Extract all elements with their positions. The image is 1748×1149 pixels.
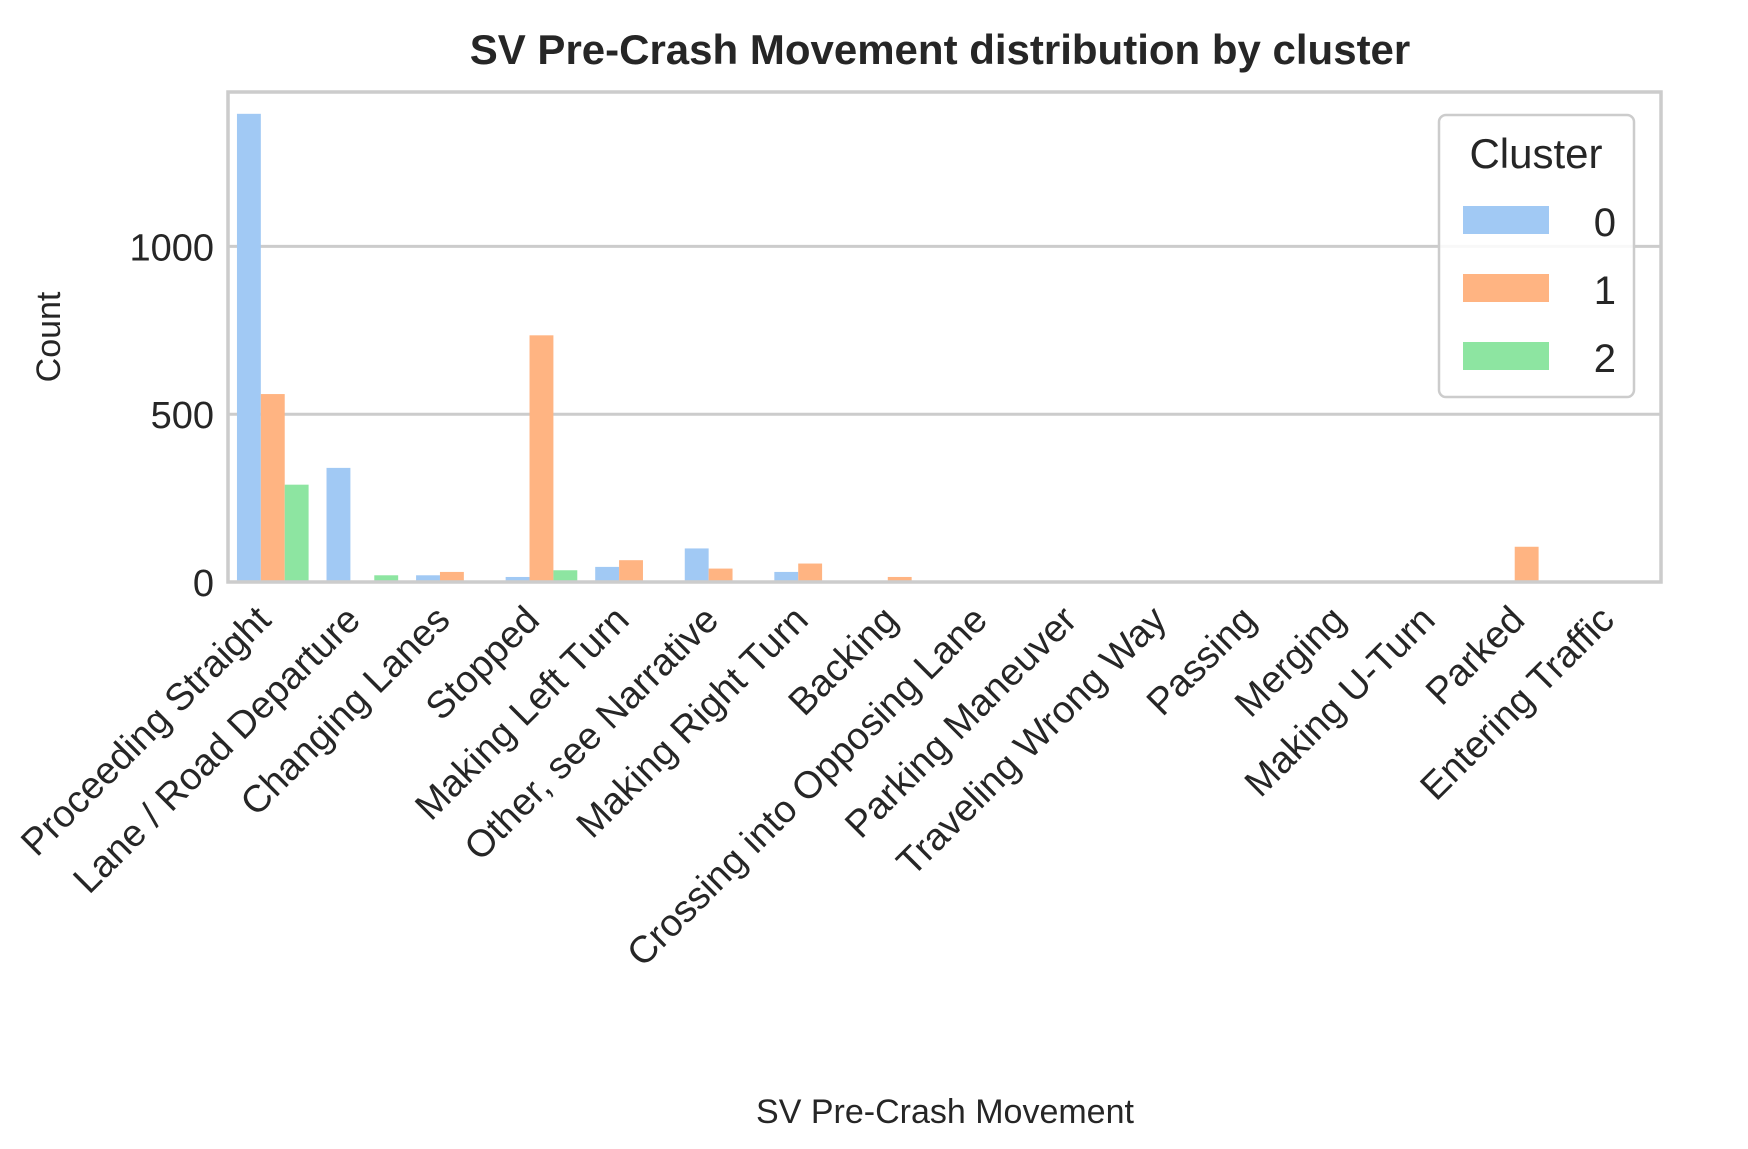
bar-cluster-1	[1514, 546, 1539, 582]
bar-cluster-0	[774, 571, 799, 582]
bar-cluster-1	[887, 576, 912, 582]
gridlines	[228, 244, 1661, 416]
bar-cluster-1	[439, 571, 464, 582]
legend-swatch-0	[1463, 206, 1549, 234]
chart-title: SV Pre-Crash Movement distribution by cl…	[470, 26, 1411, 73]
y-tick-labels: 0 500 1000	[129, 227, 214, 605]
y-tick-label: 1000	[129, 227, 214, 269]
legend-label: 2	[1594, 337, 1616, 381]
bars	[236, 113, 1539, 583]
legend-label: 1	[1594, 269, 1616, 313]
legend-label: 0	[1594, 201, 1616, 245]
y-tick-label: 0	[193, 563, 214, 605]
legend-title: Cluster	[1469, 130, 1602, 177]
bar-cluster-1	[529, 335, 554, 582]
bar-cluster-1	[260, 394, 285, 582]
bar-cluster-0	[595, 566, 620, 582]
bar-cluster-2	[284, 484, 309, 582]
bar-cluster-1	[619, 560, 643, 582]
bar-cluster-0	[236, 113, 261, 583]
plot-frame	[226, 90, 1663, 584]
legend-swatch-2	[1463, 342, 1549, 370]
legend-frame	[1437, 113, 1636, 399]
bar-cluster-1	[708, 568, 733, 582]
bar-cluster-0	[505, 576, 530, 582]
y-tick-label: 500	[151, 395, 214, 437]
y-axis-title: Count	[30, 291, 68, 382]
bar-cluster-2	[374, 575, 399, 582]
bar-cluster-2	[553, 570, 578, 582]
legend: Cluster 0 1 2	[1437, 113, 1636, 399]
bar-cluster-1	[798, 563, 823, 582]
legend-swatch-1	[1463, 274, 1549, 302]
bar-cluster-0	[416, 575, 440, 582]
bar-cluster-0	[684, 548, 709, 582]
bar-cluster-0	[326, 467, 351, 582]
x-axis-title: SV Pre-Crash Movement	[756, 1093, 1134, 1131]
